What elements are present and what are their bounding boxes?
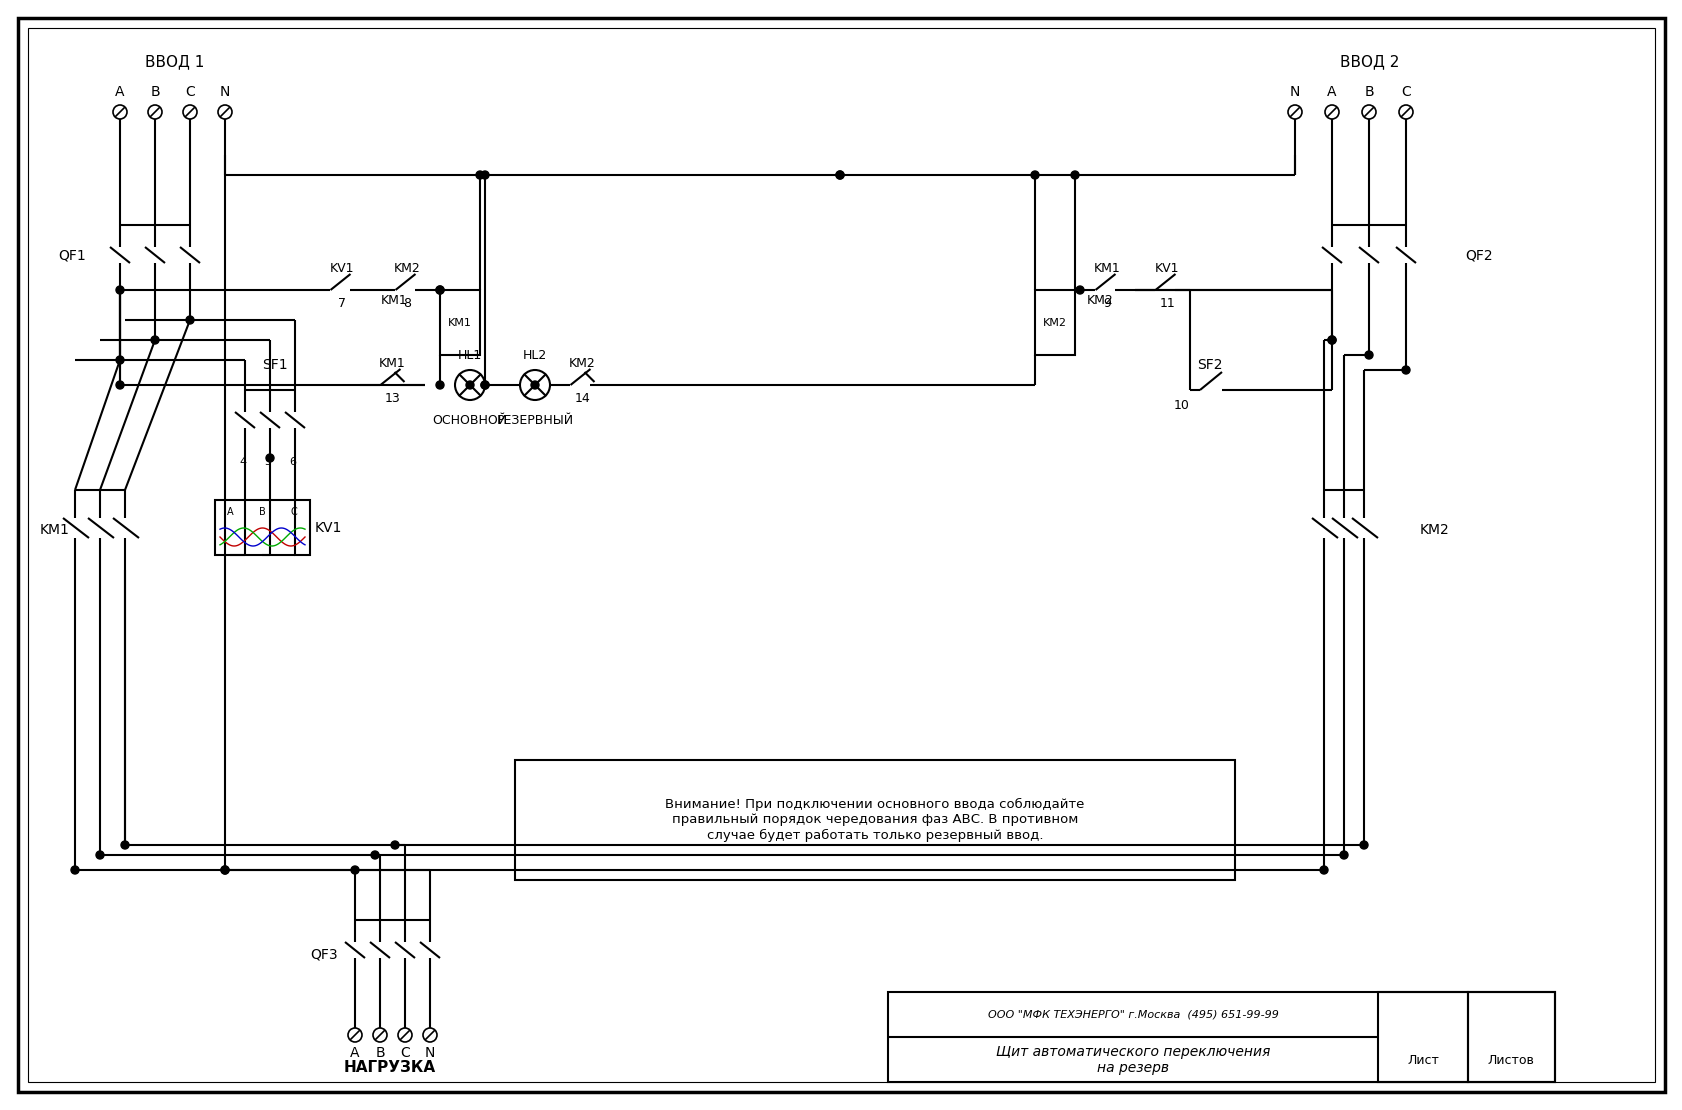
Circle shape xyxy=(151,336,158,344)
Bar xyxy=(439,290,479,355)
Text: C: C xyxy=(185,85,195,99)
Bar xyxy=(215,500,309,555)
Circle shape xyxy=(116,356,124,364)
Circle shape xyxy=(1031,171,1038,179)
Text: 6: 6 xyxy=(289,457,296,467)
Circle shape xyxy=(836,171,843,179)
Text: РЕЗЕРВНЫЙ: РЕЗЕРВНЫЙ xyxy=(496,414,574,426)
Text: Листов: Листов xyxy=(1487,1053,1534,1067)
Circle shape xyxy=(1070,171,1078,179)
Circle shape xyxy=(352,866,358,874)
Circle shape xyxy=(436,286,444,294)
Text: A: A xyxy=(1327,85,1336,99)
Text: SF1: SF1 xyxy=(262,359,288,372)
Text: KM1: KM1 xyxy=(447,317,471,327)
Text: HL2: HL2 xyxy=(523,349,547,362)
Text: KM2: KM2 xyxy=(569,356,595,370)
Text: 7: 7 xyxy=(338,296,346,310)
Text: QF1: QF1 xyxy=(57,248,86,262)
Circle shape xyxy=(220,866,229,874)
Text: Внимание! При подключении основного ввода соблюдайте
правильный порядок чередова: Внимание! При подключении основного ввод… xyxy=(664,798,1083,841)
Text: 11: 11 xyxy=(1159,296,1174,310)
Circle shape xyxy=(1327,336,1336,344)
Circle shape xyxy=(532,381,538,388)
Text: ВВОД 1: ВВОД 1 xyxy=(145,54,205,70)
Circle shape xyxy=(96,851,104,859)
Text: НАГРУЗКА: НАГРУЗКА xyxy=(343,1060,436,1076)
Text: B: B xyxy=(259,507,266,517)
Text: KM1: KM1 xyxy=(40,523,71,537)
Text: KM2: KM2 xyxy=(1043,317,1066,327)
Circle shape xyxy=(370,851,378,859)
Text: C: C xyxy=(291,507,298,517)
Text: B: B xyxy=(375,1046,385,1060)
Text: ОСНОВНОЙ: ОСНОВНОЙ xyxy=(432,414,508,426)
Text: 4: 4 xyxy=(239,457,247,467)
Circle shape xyxy=(481,381,489,388)
Circle shape xyxy=(1359,841,1367,849)
Text: QF2: QF2 xyxy=(1463,248,1492,262)
Text: QF3: QF3 xyxy=(309,948,338,962)
Bar xyxy=(515,760,1235,880)
Text: KM2: KM2 xyxy=(1087,293,1113,306)
Text: B: B xyxy=(1364,85,1373,99)
Text: A: A xyxy=(114,85,124,99)
Text: ООО "МФК ТЕХЭНЕРГО" г.Москва  (495) 651-99-99: ООО "МФК ТЕХЭНЕРГО" г.Москва (495) 651-9… xyxy=(987,1010,1278,1020)
Text: KM1: KM1 xyxy=(382,293,407,306)
Text: A: A xyxy=(350,1046,360,1060)
Text: KM2: KM2 xyxy=(1420,523,1448,537)
Text: HL1: HL1 xyxy=(458,349,481,362)
Circle shape xyxy=(1339,851,1347,859)
Circle shape xyxy=(266,454,274,462)
Bar xyxy=(1034,290,1075,355)
Text: 10: 10 xyxy=(1174,398,1189,412)
Text: ВВОД 2: ВВОД 2 xyxy=(1339,54,1399,70)
Circle shape xyxy=(390,841,399,849)
Text: KM1: KM1 xyxy=(378,356,405,370)
Text: C: C xyxy=(400,1046,410,1060)
Circle shape xyxy=(1401,366,1410,374)
Text: 13: 13 xyxy=(385,392,400,404)
Text: 8: 8 xyxy=(404,296,412,310)
Text: C: C xyxy=(1401,85,1410,99)
Circle shape xyxy=(1327,336,1336,344)
Text: KM1: KM1 xyxy=(1093,262,1120,274)
Circle shape xyxy=(476,171,484,179)
Circle shape xyxy=(71,866,79,874)
Text: A: A xyxy=(227,507,234,517)
Text: B: B xyxy=(150,85,160,99)
Circle shape xyxy=(1364,351,1373,359)
Circle shape xyxy=(436,381,444,388)
Text: N: N xyxy=(424,1046,436,1060)
Text: N: N xyxy=(220,85,230,99)
Circle shape xyxy=(481,171,489,179)
Text: Лист: Лист xyxy=(1406,1053,1438,1067)
Text: 5: 5 xyxy=(264,457,271,467)
Circle shape xyxy=(121,841,130,849)
Circle shape xyxy=(1319,866,1327,874)
Bar xyxy=(1467,992,1554,1082)
Text: KV1: KV1 xyxy=(330,262,355,274)
Bar xyxy=(888,992,1554,1082)
Circle shape xyxy=(466,381,474,388)
Text: N: N xyxy=(1288,85,1300,99)
Text: 9: 9 xyxy=(1103,296,1110,310)
Circle shape xyxy=(436,286,444,294)
Text: KV1: KV1 xyxy=(1154,262,1179,274)
Text: Щит автоматического переключения
на резерв: Щит автоматического переключения на резе… xyxy=(996,1045,1270,1076)
Circle shape xyxy=(116,286,124,294)
Circle shape xyxy=(836,171,843,179)
Text: SF2: SF2 xyxy=(1196,359,1223,372)
Bar xyxy=(1378,992,1467,1082)
Circle shape xyxy=(220,866,229,874)
Circle shape xyxy=(1075,286,1083,294)
Circle shape xyxy=(116,381,124,388)
Text: KM2: KM2 xyxy=(394,262,420,274)
Circle shape xyxy=(481,381,489,388)
Circle shape xyxy=(187,316,193,324)
Text: 14: 14 xyxy=(574,392,590,404)
Text: KV1: KV1 xyxy=(315,521,341,535)
